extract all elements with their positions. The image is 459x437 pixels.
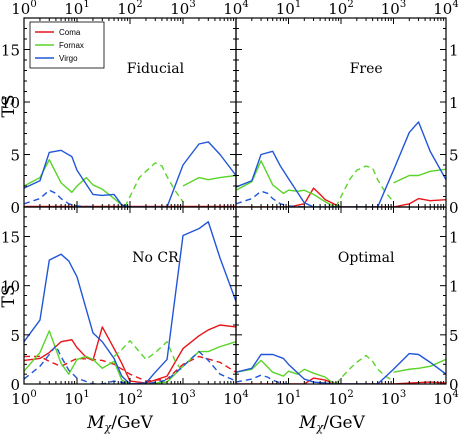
panels: Fiducial Free No CR Optimal xyxy=(23,17,447,385)
legend-label-fornax: Fornax xyxy=(59,41,84,50)
series-fornax-solid-3 xyxy=(393,358,446,373)
ticks xyxy=(236,18,446,207)
y-tick-label-right: 10 xyxy=(449,278,459,296)
panel-frame xyxy=(235,17,447,208)
series-virgo-dashed-5 xyxy=(236,190,305,207)
y-tick-label-right: 10 xyxy=(449,94,459,112)
x-tick-label-top: 104 xyxy=(433,0,458,18)
y-tick-label-left: 10 xyxy=(1,94,20,112)
series-fornax-solid-3 xyxy=(182,174,236,187)
series-fornax-solid-1 xyxy=(236,160,337,207)
x-tick-label-bottom: 104 xyxy=(223,389,248,408)
x-tick-label-bottom: 103 xyxy=(170,389,195,408)
y-tick-label-right: 15 xyxy=(449,229,459,247)
panel-title: Free xyxy=(350,61,383,77)
y-tick-label-right: 0 xyxy=(449,376,459,394)
x-tick-label-top: 101 xyxy=(276,0,301,18)
x-tick-label-bottom: 100 xyxy=(11,389,36,408)
x-tick-label-top: 103 xyxy=(170,0,195,18)
svg-text:Mχ/GeV: Mχ/GeV xyxy=(298,413,365,434)
series-coma-solid-0 xyxy=(24,324,236,384)
x-axis-title-left: Mχ/GeV xyxy=(86,413,153,434)
x-tick-label-top: 103 xyxy=(381,0,406,18)
series-virgo-solid-4 xyxy=(24,141,236,207)
series-virgo-dashed-5 xyxy=(24,189,93,207)
legend: Coma Fornax Virgo xyxy=(29,21,105,69)
y-axis-title-bottom: TS xyxy=(0,285,19,308)
svg-text:Mχ/GeV: Mχ/GeV xyxy=(86,413,153,434)
series-coma-solid-0 xyxy=(236,187,446,207)
series-coma-dashed-1 xyxy=(24,355,236,382)
series-fornax-dashed-3 xyxy=(113,340,184,373)
y-tick-label-right: 15 xyxy=(449,42,459,60)
x-tick-label-bottom: 101 xyxy=(276,389,301,408)
series-fornax-solid-2 xyxy=(24,330,236,384)
panel-no-cr: No CR xyxy=(23,206,237,385)
ticks xyxy=(24,207,236,384)
x-tick-label-top: 100 xyxy=(11,0,36,18)
series-fornax-dashed-2 xyxy=(335,354,394,384)
y-tick-label-left: 0 xyxy=(10,376,20,394)
y-tick-label-left: 15 xyxy=(1,229,20,247)
y-tick-label-right: 5 xyxy=(449,147,459,165)
x-tick-label-bottom: 104 xyxy=(433,389,458,408)
panel-title: No CR xyxy=(132,250,179,266)
series-virgo-dashed-5 xyxy=(24,344,236,384)
series-fornax-solid-3 xyxy=(393,168,446,184)
y-axis-title-top: TS xyxy=(0,95,19,118)
x-tick-label-top: 101 xyxy=(64,0,89,18)
y-tick-label-right: 5 xyxy=(449,327,459,345)
y-tick-label-left: 0 xyxy=(10,199,20,217)
series-virgo-dashed-5 xyxy=(236,374,289,384)
x-tick-label-bottom: 102 xyxy=(328,389,353,408)
y-tick-label-left: 5 xyxy=(10,327,20,345)
y-tick-label-right: 0 xyxy=(449,199,459,217)
x-tick-label-top: 102 xyxy=(117,0,142,18)
y-tick-label-left: 10 xyxy=(1,278,20,296)
series-virgo-solid-4 xyxy=(236,121,446,207)
panel-frame xyxy=(235,206,447,385)
ticks xyxy=(236,207,446,384)
series-virgo-solid-4 xyxy=(24,221,236,384)
panel-fiducial: Fiducial xyxy=(23,17,237,208)
legend-label-virgo: Virgo xyxy=(59,54,78,63)
y-tick-label-left: 5 xyxy=(10,147,20,165)
series-fornax-dashed-2 xyxy=(124,162,184,207)
y-tick-label-left: 15 xyxy=(1,42,20,60)
panel-title: Fiducial xyxy=(127,61,185,77)
x-tick-label-top: 104 xyxy=(223,0,248,18)
panel-title: Optimal xyxy=(338,250,395,266)
x-axis-title-right: Mχ/GeV xyxy=(298,413,365,434)
tick-labels: 0 0 5 5 10 10 15 15 0 0 5 5 10 10 15 15 100 100 101 101 102 1… xyxy=(1,0,459,408)
panel-frame xyxy=(23,206,237,385)
panel-free: Free xyxy=(235,17,447,208)
x-tick-label-bottom: 102 xyxy=(117,389,142,408)
x-tick-label-bottom: 101 xyxy=(64,389,89,408)
x-tick-label-bottom: 103 xyxy=(381,389,406,408)
panel-optimal: Optimal xyxy=(235,206,447,385)
legend-label-coma: Coma xyxy=(59,28,81,37)
series-fornax-solid-1 xyxy=(236,359,337,384)
series-fornax-solid-1 xyxy=(24,159,126,207)
series-fornax-dashed-2 xyxy=(335,165,395,207)
x-tick-label-top: 102 xyxy=(328,0,353,18)
